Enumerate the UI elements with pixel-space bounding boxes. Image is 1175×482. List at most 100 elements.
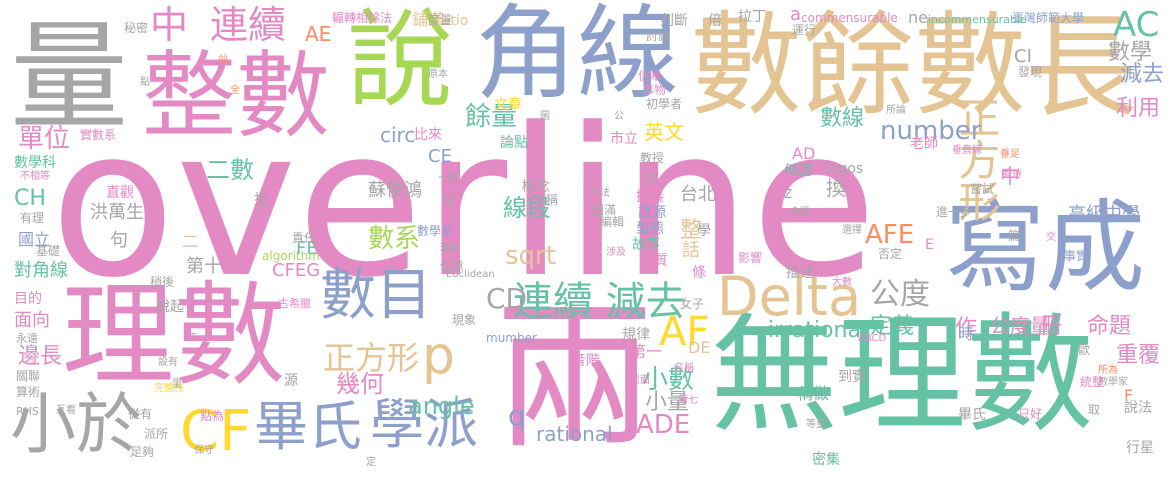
word: AD [792, 144, 816, 163]
word: 統整 [1080, 375, 1105, 389]
word: 進一步 [936, 205, 973, 219]
word: 直觀 [106, 185, 134, 201]
word: a [790, 4, 802, 25]
word: 關聯 [16, 369, 41, 383]
word: 老師 [910, 136, 938, 152]
word: 點為 [200, 409, 225, 423]
word: 女子 [680, 297, 705, 311]
word: 派所 [144, 427, 169, 441]
word: 所為 [1098, 365, 1118, 376]
word: sqrt [505, 241, 556, 271]
word: 寫成 [945, 189, 1145, 306]
word: 交 [1046, 232, 1056, 243]
word: 一點 [438, 173, 458, 184]
word: 作 [955, 316, 978, 341]
word: 中 [150, 3, 189, 47]
word: 命題 [1087, 314, 1132, 339]
word: 數學科 [14, 155, 56, 171]
word: 利用 [1116, 96, 1161, 121]
word: irrational [768, 318, 868, 343]
word: 面向 [14, 310, 50, 331]
word: 指 [254, 192, 268, 208]
word: 畢氏 [958, 407, 986, 423]
word: angle [408, 392, 475, 420]
word: 方法 [590, 188, 610, 199]
word: 涉及 [606, 247, 626, 258]
word: 初學者 [646, 97, 683, 111]
word: 蘇俊鴻 [368, 180, 422, 201]
word: 二 [182, 232, 199, 251]
word: 行星 [1126, 440, 1154, 456]
word: ratio [436, 13, 469, 29]
word: 目的 [14, 291, 42, 307]
word: 事物 [642, 83, 667, 97]
word: 點 [140, 77, 150, 88]
word: 有理 [20, 211, 45, 225]
word: 高級中學 [1068, 204, 1140, 225]
word: 永遠 [16, 332, 38, 345]
word: p [422, 326, 456, 386]
word: 數目 [320, 263, 432, 328]
word: 冊 [1040, 314, 1063, 339]
word: mumber [486, 331, 537, 345]
word: 擴展 [636, 189, 664, 205]
word: 度量 [428, 13, 453, 27]
word: 連續 [210, 3, 287, 47]
word: 本質 [640, 253, 668, 269]
word: 秘密 [124, 21, 149, 35]
word: 古希臘 [278, 297, 311, 310]
word: 無理數 [710, 301, 1095, 450]
word: 設有 [158, 357, 178, 368]
word: Delta [717, 265, 862, 328]
word: algorithm [262, 249, 320, 263]
word: 事實 [1064, 249, 1089, 263]
word: CF [180, 399, 252, 464]
word: 稱 [546, 193, 559, 207]
word: 公 [614, 111, 624, 122]
word: 教授 [640, 151, 665, 165]
word: 保守 [194, 445, 214, 456]
word: 正方形 [952, 96, 1001, 222]
word: ne [908, 8, 928, 27]
word: 稍後 [150, 275, 175, 289]
word: 市立 [610, 131, 638, 147]
word: 線段 [503, 194, 551, 222]
word: 全 [230, 85, 240, 96]
word: 洪萬生 [90, 202, 144, 223]
word: 數學家 [1098, 377, 1128, 388]
word: 長 [1025, 3, 1137, 133]
word: 台北 [680, 184, 716, 205]
word: CH [14, 186, 46, 211]
word: 完整性 [154, 383, 184, 394]
word: 責任 [292, 231, 317, 245]
word: 定 [366, 457, 376, 468]
word: F [1124, 386, 1134, 405]
word: 鋪滿 [412, 10, 445, 29]
word: 現象 [452, 313, 477, 327]
word: 中 [1000, 164, 1020, 188]
word: 語源 [638, 205, 666, 221]
word: 原本 [428, 69, 448, 80]
word: 等量 [806, 419, 826, 430]
word: ADE [636, 410, 691, 440]
word: 理數 [62, 271, 286, 401]
word: AE [305, 22, 332, 46]
word: 比來 [414, 127, 442, 143]
word: 整數 [142, 42, 331, 151]
word: 第十 [186, 256, 222, 277]
word: 時 [958, 324, 975, 343]
word: 說法 [1124, 400, 1152, 416]
word: 命題 [790, 207, 810, 218]
word: 前 [218, 55, 228, 66]
word: DE [688, 338, 711, 357]
word: 足夠 [130, 445, 155, 459]
word: 對角線 [14, 260, 68, 281]
word: 第一 [630, 342, 663, 361]
word: 信奉 [638, 69, 663, 83]
word: 句 [110, 230, 128, 251]
word: 數線 [820, 106, 865, 131]
word: rational [536, 422, 613, 446]
word: q [508, 399, 526, 432]
word: 說起 [156, 299, 184, 315]
word: 條 [692, 265, 706, 281]
